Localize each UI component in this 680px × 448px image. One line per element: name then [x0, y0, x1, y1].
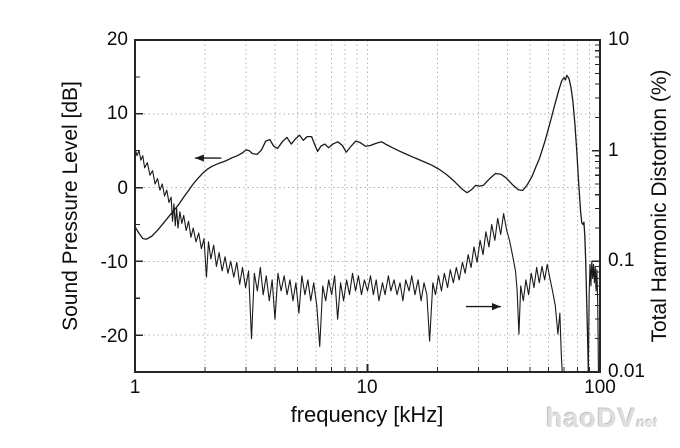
y-right-tick-0p01: 0.01 [608, 361, 645, 382]
sound-pressure-level-curve [135, 74, 590, 372]
x-tick-100: 100 [584, 377, 616, 398]
plot-frame [134, 39, 601, 373]
x-axis-title: frequency [kHz] [290, 402, 444, 427]
y-left-tick-10: 10 [106, 103, 128, 124]
y-right-tick-1: 1 [608, 140, 619, 161]
y-left-tick-m10: -10 [100, 252, 128, 273]
total-harmonic-distortion-curve [135, 148, 600, 372]
x-tick-1: 1 [129, 377, 141, 398]
y-left-tick-m20: -20 [100, 326, 128, 347]
arrow-left-head-icon [194, 154, 204, 162]
watermark-suffix: net [636, 414, 658, 430]
y-axis-title-right: Total Harmonic Distortion (%) [648, 69, 671, 343]
y-axis-title-left: Sound Pressure Level [dB] [59, 81, 82, 331]
arrow-right-head-icon [491, 302, 501, 311]
watermark-logo: haoDVnet [546, 400, 676, 440]
y-right-tick-0p1: 0.1 [608, 250, 635, 271]
y-left-tick-20: 20 [106, 29, 128, 50]
watermark-text: haoDV [546, 403, 637, 433]
y-right-tick-10: 10 [608, 29, 630, 50]
y-left-tick-0: 0 [117, 178, 128, 199]
x-tick-10: 10 [356, 377, 378, 398]
